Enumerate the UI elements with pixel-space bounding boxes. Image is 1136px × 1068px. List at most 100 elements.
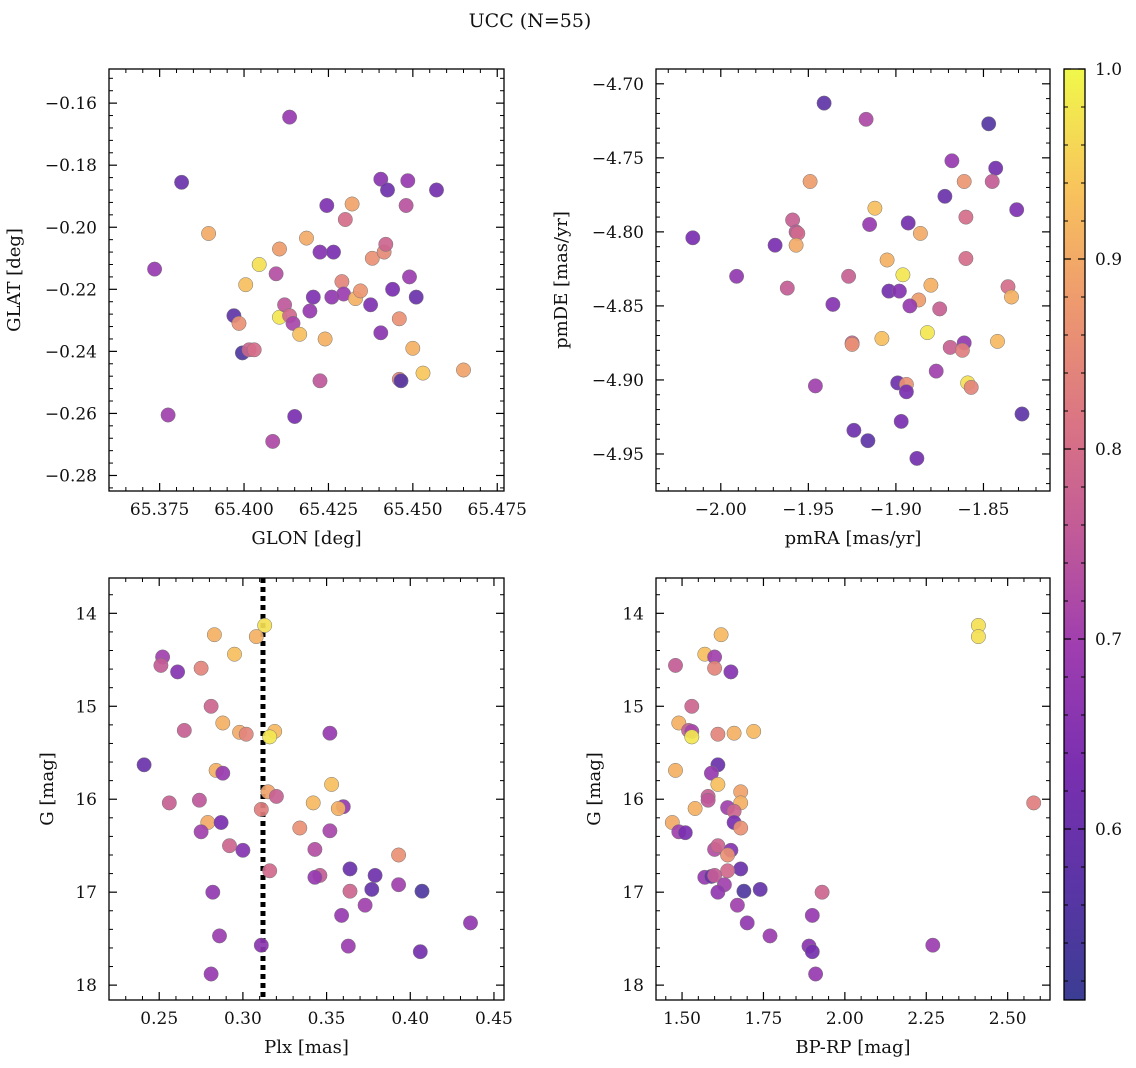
x-tick-label: −1.85: [957, 500, 1009, 520]
panel-parallax-magnitude: 0.25 0.30 0.35 0.40 0.45 14 15 16 17 18 Plx [mas] G…: [37, 577, 513, 1058]
scatter-point: [684, 729, 700, 745]
scatter-point: [412, 944, 428, 960]
scatter-point: [937, 188, 953, 204]
scatter-point: [385, 281, 401, 297]
scatter-point: [170, 664, 186, 680]
y-axis-label: pmDE [mas/yr]: [551, 211, 572, 349]
x-tick-label: 2.25: [907, 1009, 945, 1029]
scatter-point: [739, 915, 755, 931]
scatter-point: [802, 174, 818, 189]
scatter-point: [402, 269, 417, 285]
scatter-point: [191, 792, 207, 808]
scatter-point: [272, 241, 287, 257]
scatter-point: [898, 384, 914, 400]
panel-glon-glat: 65.375 65.400 65.425 65.450 65.475 −0.28 −0.26…: [4, 68, 527, 549]
scatter-point: [677, 825, 693, 841]
scatter-point: [357, 897, 373, 913]
scatter-point: [324, 776, 340, 792]
y-axis-label: G [mag]: [37, 752, 58, 825]
scatter-point: [353, 283, 368, 299]
scatter-point: [900, 215, 916, 231]
x-tick-label: 65.400: [214, 500, 273, 520]
scatter-point: [874, 331, 890, 346]
scatter-point: [923, 277, 939, 293]
scatter-point: [729, 897, 745, 913]
scatter-point: [299, 230, 314, 246]
scatter-point: [710, 726, 726, 742]
scatter-point: [746, 723, 762, 739]
scatter-point: [779, 280, 795, 296]
scatter-point: [984, 174, 1000, 189]
scatter-point: [363, 297, 379, 313]
scatter-point: [319, 198, 335, 213]
scatter-point: [912, 225, 928, 241]
scatter-point: [902, 298, 918, 314]
scatter-point: [1014, 406, 1030, 422]
panel-color-magnitude: 1.50 1.75 2.00 2.25 2.50 14 15 16 17 18 BP-RP [mag…: [584, 577, 1051, 1058]
x-axis-label: Plx [mas]: [264, 1037, 349, 1058]
scatter-point: [231, 315, 247, 331]
scatter-point: [844, 336, 860, 352]
scatter-point: [246, 342, 262, 358]
axes-frame: [108, 577, 505, 1001]
y-tick-label: −4.75: [592, 149, 644, 169]
x-tick-label: 0.25: [140, 1009, 178, 1029]
scatter-point: [700, 792, 716, 808]
scatter-point: [703, 765, 719, 781]
scatter-point: [391, 311, 407, 327]
scatter-point: [415, 365, 431, 381]
scatter-point: [136, 757, 152, 773]
scatter-point: [932, 301, 948, 317]
axes-frame: [108, 68, 505, 492]
y-tick-label: −0.16: [45, 94, 97, 114]
scatter-point: [707, 867, 723, 883]
scatter-point: [268, 788, 284, 804]
scatter-point: [414, 883, 430, 899]
scatter-point: [687, 801, 703, 816]
x-axis-label: BP-RP [mag]: [795, 1037, 910, 1058]
scatter-point: [367, 867, 383, 883]
y-axis-label: G [mag]: [584, 752, 605, 825]
scatter-point: [804, 944, 820, 960]
y-tick-label: −0.26: [45, 404, 97, 424]
scatter-point: [262, 729, 278, 745]
scatter-point: [825, 296, 841, 312]
scatter-point: [668, 762, 683, 778]
scatter-point: [262, 863, 278, 879]
scatter-point: [238, 277, 254, 293]
scatter-point: [253, 937, 269, 953]
scatter-point: [713, 627, 729, 643]
scatter-point: [307, 869, 323, 885]
scatter-point: [860, 433, 876, 449]
y-tick-label: −4.70: [592, 75, 644, 95]
scatter-point: [305, 795, 321, 811]
x-axis-label: GLON [deg]: [251, 528, 361, 549]
scatter-point: [405, 340, 421, 356]
scatter-point: [378, 236, 394, 252]
scatter-point: [213, 815, 229, 830]
scatter-point: [867, 200, 883, 216]
scatter-point: [956, 174, 972, 189]
scatter-point: [684, 698, 700, 714]
scatter-point: [398, 198, 414, 213]
scatter-point: [292, 326, 308, 342]
scatter-point: [312, 373, 328, 389]
scatter-point: [238, 726, 254, 742]
scatter-point: [944, 153, 960, 169]
scatter-point: [257, 617, 273, 633]
y-tick-label: 14: [622, 604, 644, 624]
scatter-point: [160, 407, 176, 423]
y-tick-label: 17: [622, 883, 644, 903]
panel-proper-motion: −2.00 −1.95 −1.90 −1.85 −4.95 −4.90 −4.85 −4.80…: [551, 68, 1051, 549]
x-tick-label: 1.50: [663, 1009, 701, 1029]
scatter-point: [942, 339, 958, 355]
scatter-point: [990, 333, 1005, 349]
scatter-point: [373, 171, 389, 187]
scatter-point: [463, 915, 478, 931]
colorbar-tick-label: 0.8: [1095, 440, 1122, 460]
y-tick-label: −4.80: [592, 223, 644, 243]
scatter-point: [408, 289, 424, 305]
scatter-point: [862, 217, 878, 232]
scatter-point: [337, 212, 353, 227]
